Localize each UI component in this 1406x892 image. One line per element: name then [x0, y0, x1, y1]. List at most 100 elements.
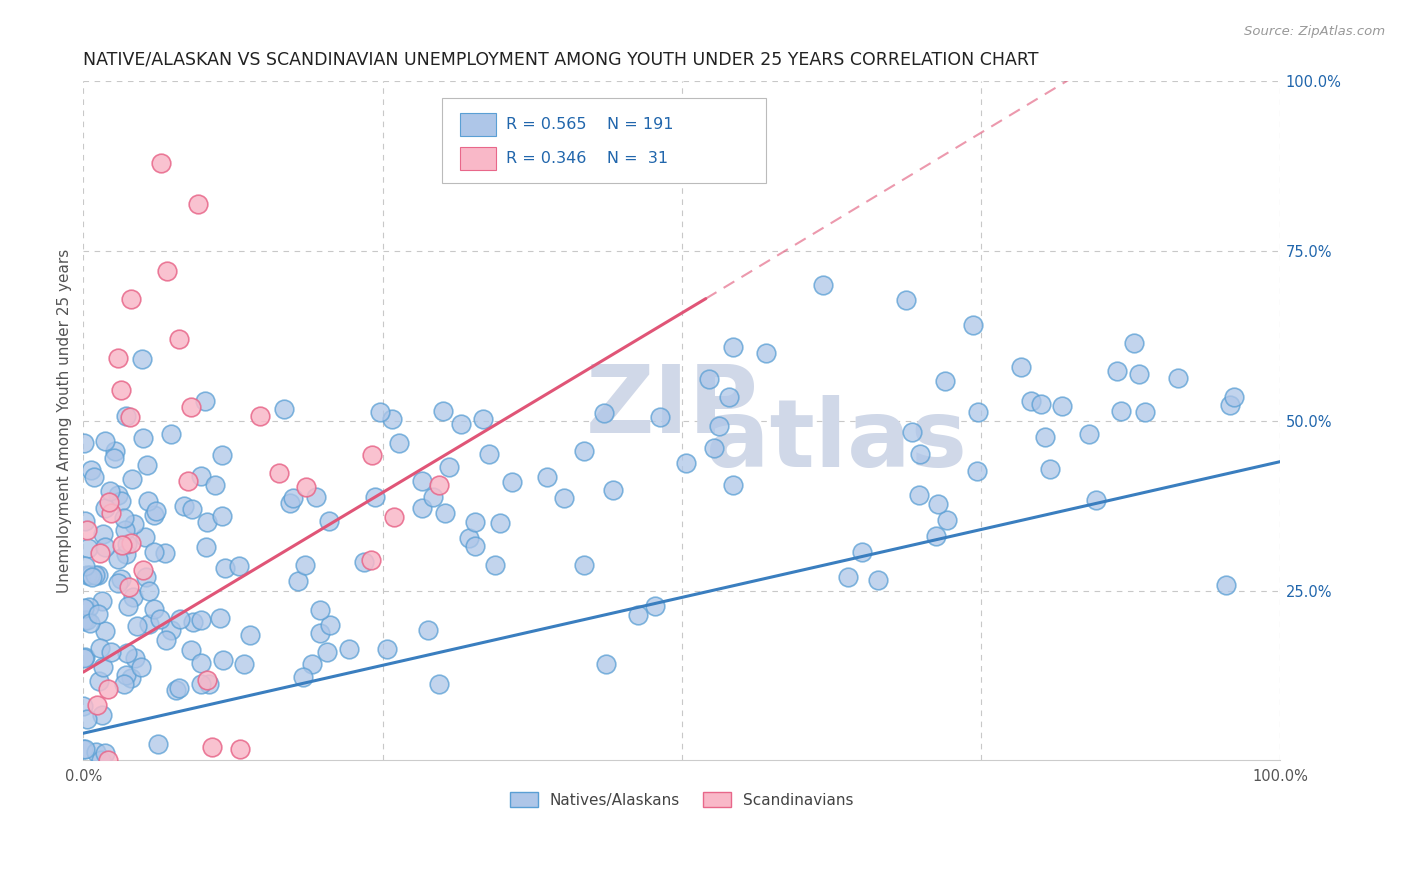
Point [894, 293, 917, 307]
Point [291, 670, 314, 684]
Point [197, 677, 219, 691]
Point [457, 531, 479, 545]
Point [211, 509, 233, 524]
Point [91, 526, 114, 541]
Point [110, 494, 132, 508]
Point [190, 657, 212, 671]
Point [100, 645, 122, 659]
Point [1219, 398, 1241, 412]
Point [131, 351, 153, 366]
Point [76, 523, 98, 537]
Y-axis label: Unemployment Among Youth under 25 years: Unemployment Among Youth under 25 years [58, 249, 72, 593]
Point [908, 488, 931, 502]
Point [121, 591, 143, 605]
Point [76, 712, 98, 726]
Point [132, 431, 155, 445]
Point [143, 544, 166, 558]
Point [380, 412, 402, 426]
Point [132, 563, 155, 577]
Point [703, 441, 725, 455]
Point [73, 650, 96, 665]
Point [484, 558, 506, 573]
FancyBboxPatch shape [443, 98, 766, 183]
Point [118, 409, 141, 424]
Point [124, 517, 146, 532]
Point [927, 497, 949, 511]
Point [697, 372, 720, 386]
Point [100, 506, 122, 520]
Point [1078, 426, 1101, 441]
Point [593, 406, 616, 420]
Point [167, 681, 190, 695]
Point [72, 698, 94, 713]
Point [187, 196, 209, 211]
Point [138, 616, 160, 631]
Point [181, 615, 204, 630]
Point [501, 475, 523, 490]
Point [489, 516, 512, 531]
Point [72, 742, 94, 756]
Point [107, 551, 129, 566]
Point [148, 737, 170, 751]
Point [79, 567, 101, 582]
Point [91, 707, 114, 722]
Point [208, 610, 231, 624]
Point [89, 546, 111, 560]
Text: ZIP: ZIP [586, 361, 759, 453]
Point [165, 683, 187, 698]
Point [89, 674, 111, 689]
Point [464, 539, 486, 553]
Point [595, 657, 617, 671]
Point [91, 660, 114, 674]
Point [80, 462, 103, 476]
Point [432, 403, 454, 417]
Point [115, 537, 138, 551]
Point [195, 516, 218, 530]
Point [149, 612, 172, 626]
Point [87, 607, 110, 621]
Point [83, 469, 105, 483]
Point [305, 490, 328, 504]
Point [150, 156, 173, 170]
Point [77, 541, 100, 556]
Point [214, 561, 236, 575]
Point [115, 646, 138, 660]
Point [94, 540, 117, 554]
Point [478, 447, 501, 461]
Point [117, 599, 139, 613]
Point [127, 619, 149, 633]
Point [190, 677, 212, 691]
Point [94, 434, 117, 449]
Point [422, 491, 444, 505]
Point [851, 545, 873, 559]
Point [811, 278, 834, 293]
Point [437, 460, 460, 475]
Point [180, 642, 202, 657]
Point [77, 599, 100, 614]
Point [433, 506, 456, 520]
Point [100, 484, 122, 499]
Point [89, 640, 111, 655]
Point [76, 613, 98, 627]
Point [73, 558, 96, 573]
Point [112, 511, 135, 525]
Point [723, 340, 745, 354]
Point [249, 409, 271, 424]
Point [1033, 430, 1056, 444]
Point [411, 500, 433, 515]
Point [135, 570, 157, 584]
Text: R = 0.346    N =  31: R = 0.346 N = 31 [506, 151, 668, 166]
Point [382, 510, 405, 524]
Point [114, 547, 136, 561]
Point [901, 425, 924, 439]
Point [232, 657, 254, 671]
Point [411, 474, 433, 488]
Point [72, 615, 94, 629]
Point [73, 600, 96, 615]
Point [837, 569, 859, 583]
Point [176, 474, 198, 488]
Point [418, 623, 440, 637]
Point [153, 546, 176, 560]
Point [143, 601, 166, 615]
Point [107, 351, 129, 366]
